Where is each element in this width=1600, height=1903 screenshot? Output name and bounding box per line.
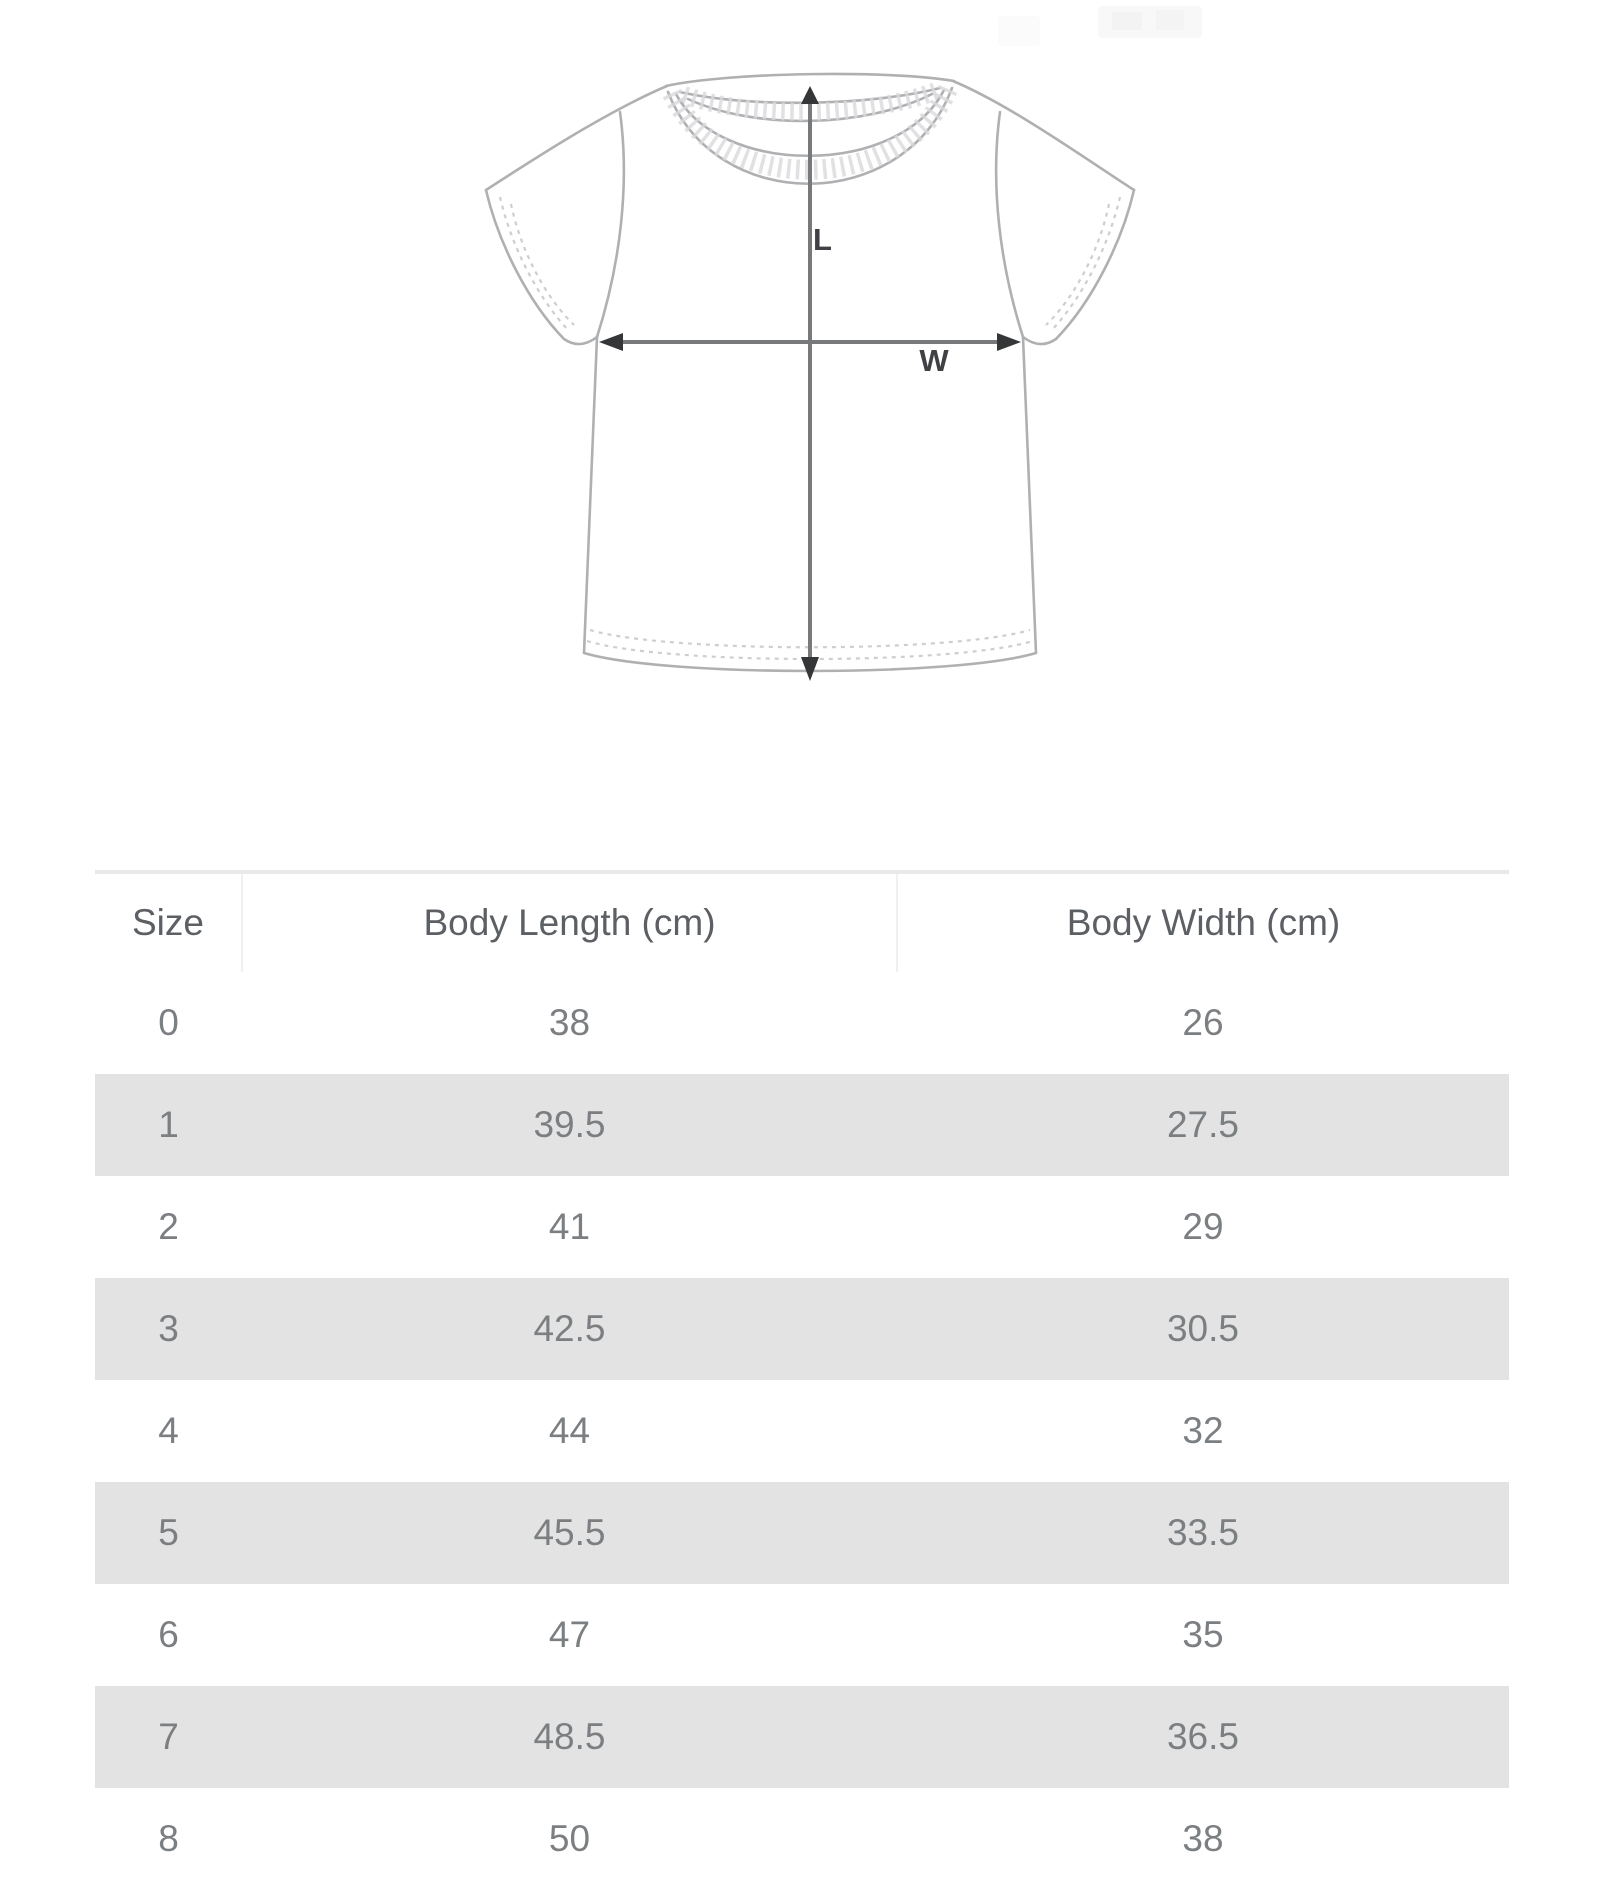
cell-size: 8	[158, 1818, 179, 1859]
tshirt-outline-drawing	[484, 79, 1136, 673]
size-chart-table: Size Body Length (cm) Body Width (cm) 0 3…	[95, 870, 1509, 1890]
tshirt-measurement-diagram: L W	[484, 6, 1202, 681]
cell-body-width: 35	[1182, 1614, 1224, 1655]
table-row: 2 41 29	[95, 1176, 1509, 1278]
cell-body-length: 50	[548, 1818, 591, 1859]
cell-body-length: 42.5	[242, 1278, 897, 1380]
arrow-right-icon	[997, 333, 1021, 351]
left-sleeve-stitching	[509, 203, 575, 326]
table-row: 6 47 35	[95, 1584, 1509, 1686]
bottom-hem-stitching	[589, 628, 1031, 649]
cell-size: 5	[95, 1482, 242, 1584]
width-arrow: W	[599, 333, 1021, 378]
table-row: 8 50 38	[95, 1788, 1509, 1890]
width-label: W	[919, 343, 949, 378]
right-sleeve-stitching	[1045, 203, 1111, 326]
cell-body-length: 47	[548, 1614, 591, 1655]
cell-body-width: 38	[1182, 1818, 1224, 1859]
table-row: 4 44 32	[95, 1380, 1509, 1482]
table-row: 3 42.5 30.5	[95, 1278, 1509, 1380]
cell-size: 4	[158, 1410, 179, 1451]
table-row: 7 48.5 36.5	[95, 1686, 1509, 1788]
size-table-rows: 0 38 26 1 39.5 27.5 2 41 29 3 42.5 30.5 4 44 32 5 45.5 33…	[95, 972, 1509, 1890]
cell-size: 3	[95, 1278, 242, 1380]
image-artifact	[998, 6, 1202, 46]
cell-size: 0	[158, 1002, 179, 1043]
cell-body-length: 45.5	[242, 1482, 897, 1584]
header-row: Size Body Length (cm) Body Width (cm)	[95, 872, 1509, 972]
column-header-body-length: Body Length (cm)	[241, 872, 897, 972]
collar-front-rib-texture	[662, 84, 958, 180]
cell-body-width: 32	[1182, 1410, 1224, 1451]
table-row: 5 45.5 33.5	[95, 1482, 1509, 1584]
length-label: L	[813, 222, 832, 257]
table-row: 1 39.5 27.5	[95, 1074, 1509, 1176]
cell-body-length: 41	[548, 1206, 591, 1247]
cell-size: 7	[95, 1686, 242, 1788]
cell-body-length: 38	[548, 1002, 591, 1043]
cell-body-length: 48.5	[242, 1686, 897, 1788]
column-header-body-width: Body Width (cm)	[896, 872, 1509, 972]
cell-body-length: 39.5	[242, 1074, 897, 1176]
cell-body-width: 36.5	[897, 1686, 1509, 1788]
cell-body-width: 30.5	[897, 1278, 1509, 1380]
column-header-size: Size	[132, 902, 204, 943]
arrow-up-icon	[801, 86, 819, 104]
table-row: 0 38 26	[95, 972, 1509, 1074]
length-arrow: L	[801, 86, 832, 681]
cell-body-width: 27.5	[897, 1074, 1509, 1176]
cell-body-length: 44	[548, 1410, 591, 1451]
arrow-down-icon	[801, 657, 819, 681]
right-sleeve-stitching	[1050, 196, 1122, 332]
cell-body-width: 29	[1182, 1206, 1224, 1247]
cell-size: 1	[95, 1074, 242, 1176]
left-sleeve-stitching	[498, 196, 570, 332]
cell-body-width: 26	[1182, 1002, 1224, 1043]
cell-body-width: 33.5	[897, 1482, 1509, 1584]
arrow-left-icon	[599, 333, 623, 351]
cell-size: 6	[158, 1614, 179, 1655]
stitching-detail	[498, 196, 1122, 661]
cell-size: 2	[158, 1206, 179, 1247]
